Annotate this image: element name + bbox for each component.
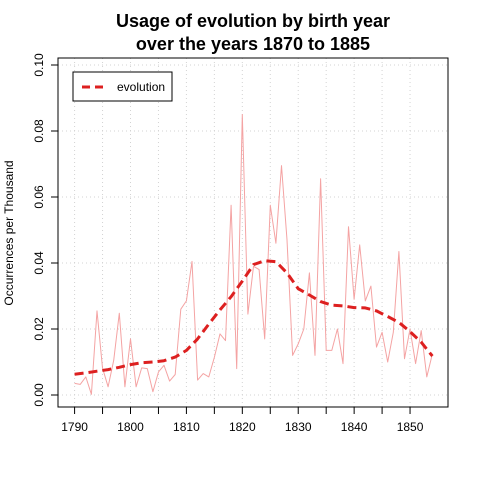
plot-frame — [57, 57, 449, 408]
x-tick-label: 1840 — [341, 420, 368, 434]
series-line-evolution-smoothed — [74, 259, 434, 376]
chart-title-line2: over the years 1870 to 1885 — [136, 34, 370, 54]
grid — [58, 58, 448, 407]
y-tick-label: 0.02 — [32, 317, 46, 341]
x-tick-label: 1800 — [117, 420, 144, 434]
y-tick-label: 0.08 — [32, 119, 46, 143]
x-axis: 1790 1800 1810 1820 1830 1840 1850 — [61, 407, 424, 434]
chart-title-line1: Usage of evolution by birth year — [116, 11, 390, 31]
series-line-raw — [74, 114, 433, 395]
y-tick-label: 0.04 — [32, 251, 46, 275]
y-tick-label: 0.06 — [32, 185, 46, 209]
y-tick-label: 0.00 — [32, 383, 46, 407]
x-tick-label: 1830 — [285, 420, 312, 434]
series-group — [74, 114, 434, 395]
legend-label-evolution: evolution — [117, 80, 165, 94]
y-axis-label: Occurrences per Thousand — [2, 160, 16, 305]
x-tick-label: 1790 — [61, 420, 88, 434]
x-tick-label: 1820 — [229, 420, 256, 434]
x-tick-label: 1850 — [397, 420, 424, 434]
x-tick-label: 1810 — [173, 420, 200, 434]
legend: evolution — [72, 71, 173, 102]
y-axis: 0.00 0.02 0.04 0.06 0.08 0.10 — [32, 53, 58, 407]
y-tick-label: 0.10 — [32, 53, 46, 77]
